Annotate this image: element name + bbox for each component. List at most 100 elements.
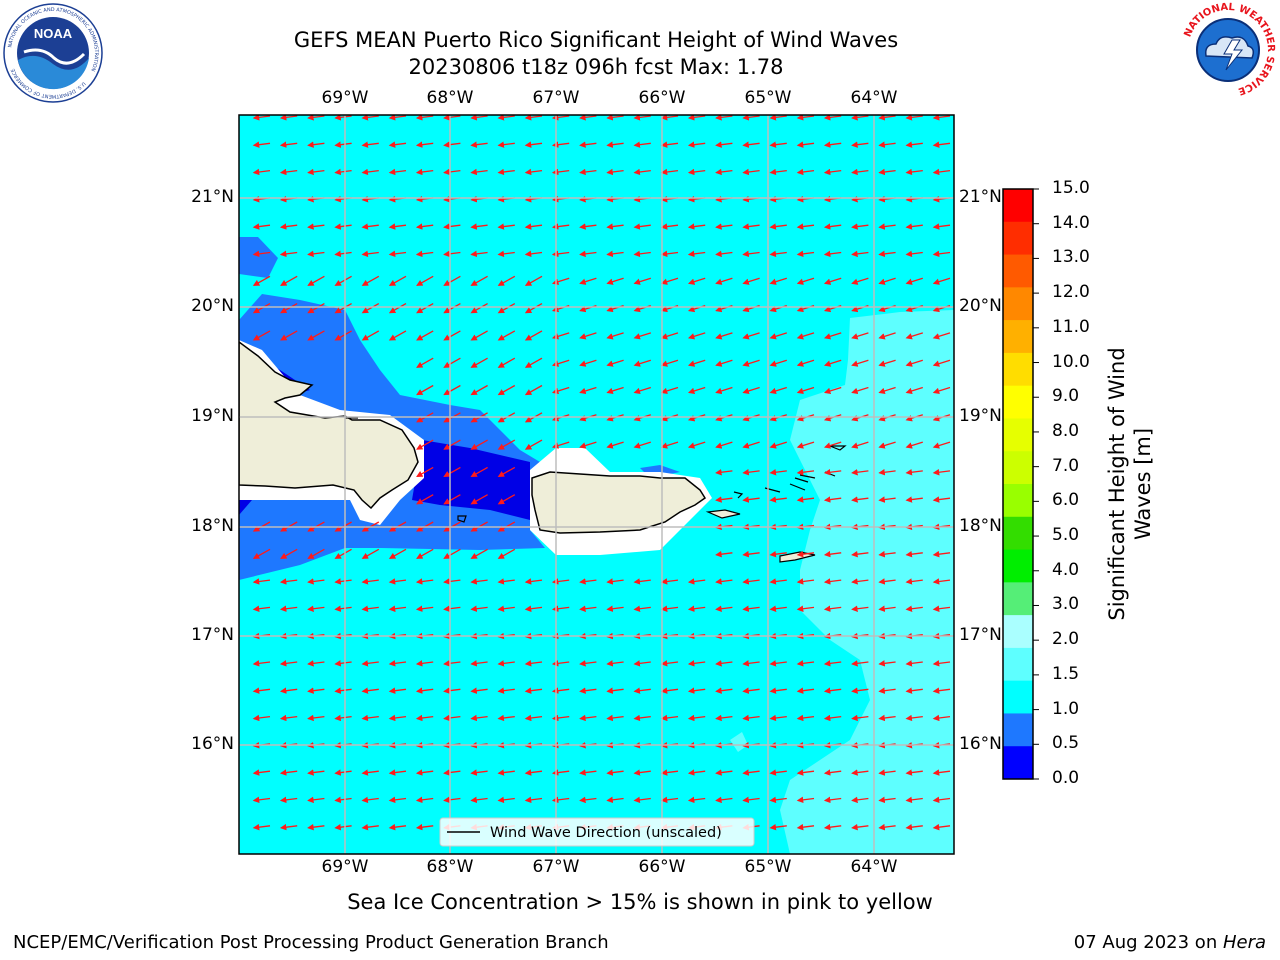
wave-direction-arrow (769, 168, 787, 176)
wave-direction-arrow (415, 660, 434, 667)
wave-direction-arrow (279, 823, 298, 831)
wave-direction-arrow (633, 250, 651, 258)
wave-direction-arrow (524, 687, 543, 694)
colorbar-tick-label: 4.0 (1052, 559, 1080, 580)
lat-label-right: 16°N (959, 734, 1002, 754)
wave-direction-arrow (796, 168, 815, 176)
wave-direction-arrow (497, 714, 515, 722)
wave-direction-arrow (878, 687, 896, 694)
wave-direction-arrow (606, 578, 624, 585)
wave-direction-arrow (361, 223, 379, 230)
wave-direction-arrow (878, 223, 896, 230)
wave-direction-arrow (687, 605, 706, 612)
wave-direction-arrow (660, 714, 679, 722)
wave-direction-arrow (742, 115, 760, 121)
wave-direction-arrow (715, 277, 733, 285)
wave-direction-arrow (279, 168, 298, 176)
wave-direction-arrow (932, 687, 951, 694)
wave-direction-arrow (388, 330, 407, 341)
wave-direction-arrow (497, 330, 516, 341)
wave-direction-arrow (443, 384, 461, 396)
wind-wave-arrows (252, 115, 951, 831)
lon-label-bottom: 64°W (850, 857, 898, 877)
wave-direction-arrow (932, 496, 951, 503)
wave-direction-arrow (905, 687, 923, 694)
wave-direction-arrow (415, 250, 434, 258)
wave-direction-arrow (497, 466, 516, 478)
wave-direction-arrow (715, 550, 733, 558)
wave-direction-arrow (687, 277, 706, 285)
colorbar-segment (1003, 385, 1033, 419)
wave-direction-arrow (687, 223, 706, 230)
wave-direction-arrow (905, 714, 923, 722)
wave-direction-arrow (470, 439, 488, 450)
wave-direction-arrow (497, 548, 516, 559)
lat-label-left: 19°N (191, 406, 234, 426)
wave-direction-arrow (687, 359, 706, 367)
wave-direction-arrow (361, 275, 380, 286)
wave-direction-arrow (361, 330, 380, 341)
wave-direction-arrow (633, 277, 651, 285)
wave-direction-arrow (280, 275, 298, 286)
wave-direction-arrow (279, 796, 298, 804)
wave-direction-arrow (579, 386, 597, 395)
colorbar-tick-label: 10.0 (1052, 351, 1090, 372)
wave-direction-arrow (416, 357, 434, 368)
lon-label-bottom: 67°W (532, 857, 580, 877)
wave-direction-arrow (715, 605, 733, 612)
wave-direction-arrow (524, 714, 543, 722)
wave-direction-arrow (851, 168, 869, 176)
wave-direction-arrow (796, 141, 815, 148)
wave-direction-arrow (742, 796, 760, 804)
wave-direction-arrow (279, 605, 298, 612)
wave-direction-arrow (388, 115, 407, 121)
wave-direction-arrow (660, 687, 679, 694)
wave-direction-arrow (388, 823, 407, 831)
wave-direction-arrow (307, 578, 325, 585)
wave-direction-arrow (524, 578, 543, 585)
wave-direction-arrow (932, 714, 951, 722)
colorbar-segment (1003, 484, 1033, 518)
wave-direction-arrow (470, 330, 488, 341)
wave-direction-arrow (443, 687, 461, 694)
wave-direction-arrow (334, 714, 352, 722)
wave-direction-arrow (415, 141, 434, 148)
lat-label-left: 20°N (191, 296, 234, 316)
wave-direction-arrow (932, 168, 951, 176)
wave-direction-arrow (660, 578, 679, 585)
wave-direction-arrow (769, 277, 787, 285)
wave-direction-arrow (687, 441, 706, 449)
colorbar-segment (1003, 549, 1033, 583)
wave-direction-arrow (252, 141, 271, 148)
wave-direction-arrow (524, 384, 543, 396)
wave-direction-arrow (932, 469, 951, 476)
wave-direction-arrow (687, 141, 706, 148)
wave-direction-arrow (579, 687, 597, 694)
wave-direction-arrow (334, 141, 352, 148)
lon-label-bottom: 68°W (426, 857, 474, 877)
wave-direction-arrow (470, 605, 488, 612)
lon-label-bottom: 69°W (321, 857, 369, 877)
wave-direction-arrow (334, 796, 352, 804)
wave-direction-arrow (252, 330, 271, 341)
colorbar-tick-label: 15.0 (1052, 178, 1090, 198)
wave-direction-arrow (851, 796, 869, 804)
wave-direction-arrow (252, 823, 271, 831)
lon-label-bottom: 66°W (638, 857, 686, 877)
wave-direction-arrow (307, 687, 325, 694)
wave-direction-arrow (252, 275, 271, 286)
wave-direction-arrow (252, 687, 271, 694)
wave-direction-arrow (932, 823, 951, 831)
wave-direction-arrow (851, 769, 869, 776)
wave-direction-arrow (279, 223, 298, 230)
wave-direction-arrow (742, 550, 760, 558)
wave-direction-arrow (796, 223, 815, 230)
wave-direction-arrow (307, 660, 325, 667)
wave-direction-arrow (252, 769, 271, 776)
wave-direction-arrow (307, 223, 325, 230)
wave-direction-arrow (524, 330, 543, 341)
wave-direction-arrow (851, 332, 869, 340)
wave-direction-arrow (606, 359, 624, 367)
colorbar-segment (1003, 680, 1033, 714)
wave-direction-arrow (905, 469, 923, 476)
